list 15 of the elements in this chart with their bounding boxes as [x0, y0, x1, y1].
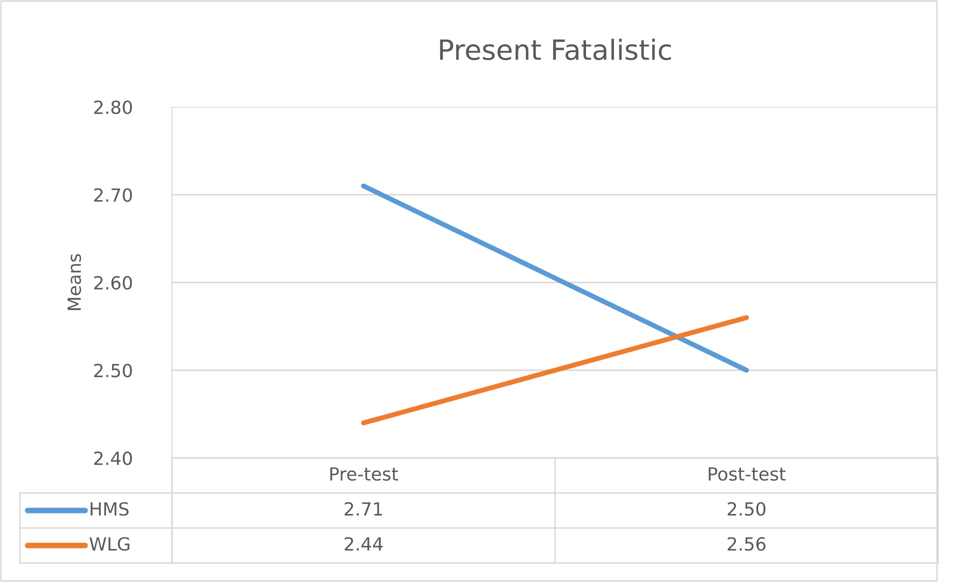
x-tick-label: Pre-test	[330, 467, 398, 481]
y-tick-label: 2.70	[94, 188, 132, 202]
y-tick-label: 2.60	[94, 276, 132, 290]
x-tick-label: Post-test	[708, 467, 786, 481]
y-tick-label: 2.80	[94, 100, 132, 114]
legend-label: HMS	[90, 502, 129, 516]
y-axis-title: Means	[68, 254, 82, 310]
data-label: 2.71	[344, 502, 382, 516]
data-label: 2.44	[344, 537, 383, 550]
data-label: 2.56	[728, 537, 766, 551]
y-tick-label: 2.40	[94, 451, 132, 466]
chart-title: Present Fatalistic	[440, 38, 671, 60]
legend-label: WLG	[90, 537, 130, 551]
y-tick-label: 2.50	[94, 364, 132, 378]
data-label: 2.50	[728, 502, 766, 516]
